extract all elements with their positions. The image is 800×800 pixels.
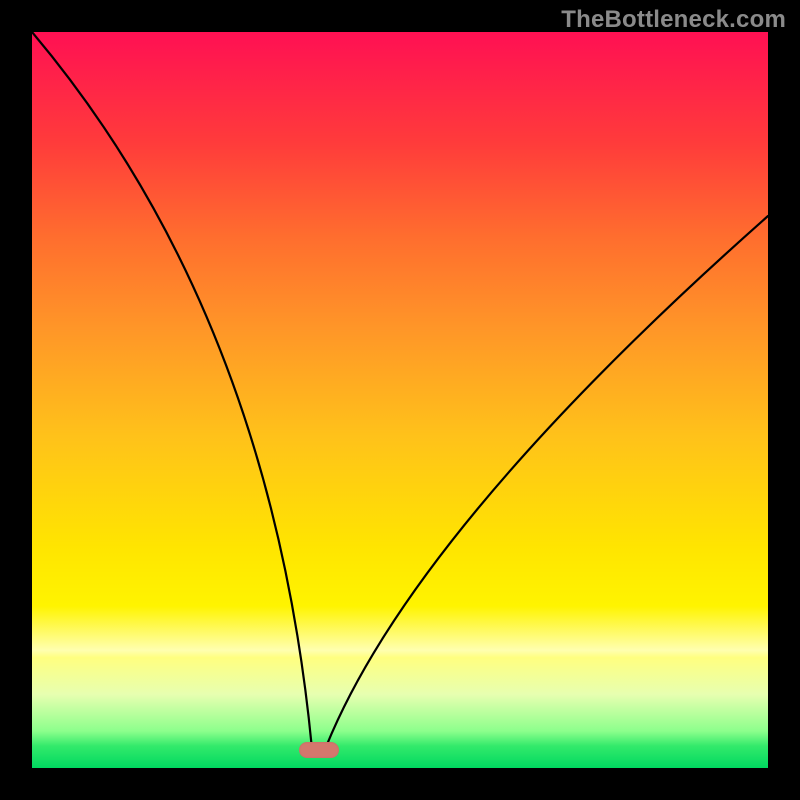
bottleneck-marker	[299, 742, 339, 758]
watermark-text: TheBottleneck.com	[561, 6, 786, 34]
plot-area	[32, 32, 768, 768]
chart-frame: TheBottleneck.com	[0, 0, 800, 800]
bottleneck-curve	[32, 32, 768, 768]
